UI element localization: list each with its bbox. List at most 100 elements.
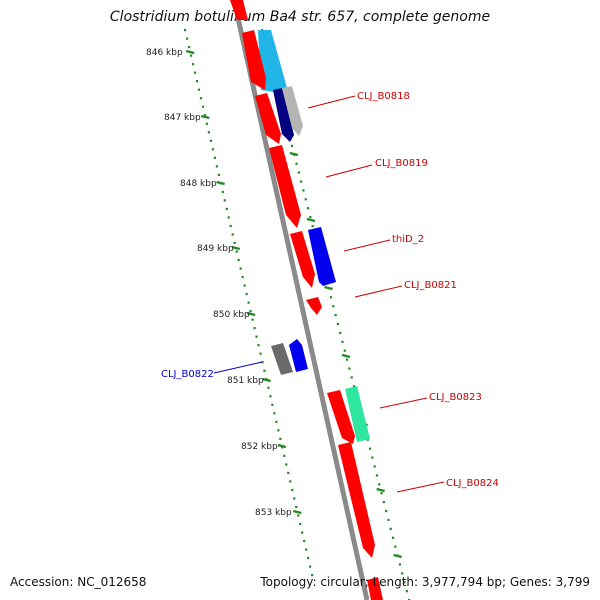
ruler-dot	[229, 224, 232, 228]
ruler-dot	[297, 171, 300, 174]
feature-navy[interactable]	[273, 88, 294, 142]
kbp-ruler: 846 kbp 847 kbp 848 kbp 849 kbp 850 kbp …	[146, 48, 292, 518]
ruler-dot	[309, 565, 312, 568]
genome-summary-text: Topology: circular; Length: 3,977,794 bp…	[260, 575, 590, 589]
ruler-dot	[227, 216, 230, 219]
cds-feature[interactable]	[338, 442, 375, 558]
ruler-dot	[382, 501, 385, 504]
gene-label-clj-b0823[interactable]: CLJ_B0823	[429, 392, 482, 403]
genome-backbone	[231, 0, 370, 600]
ruler-dot	[223, 199, 226, 202]
ruler-dot	[275, 420, 278, 423]
ruler-dot	[221, 190, 224, 193]
ruler-dot	[297, 514, 300, 517]
ruler-dot	[375, 474, 379, 477]
gene-label-thid-2[interactable]: thiD_2	[392, 234, 424, 245]
ruler-dot	[215, 165, 218, 168]
ruler-dot	[389, 527, 392, 530]
map-title: Clostridium botulinum Ba4 str. 657, comp…	[109, 9, 491, 25]
ruler-dot	[307, 556, 310, 560]
feature-blue-reverse[interactable]	[289, 339, 308, 372]
ruler-dot	[184, 29, 187, 32]
ruler-dot	[291, 488, 294, 492]
ruler-dot	[241, 275, 244, 279]
ruler-major-tick	[341, 353, 351, 359]
ruler-dot	[334, 314, 337, 317]
ruler-major-tick	[185, 49, 195, 55]
gene-label-clj-b0819[interactable]: CLJ_B0819	[375, 158, 428, 169]
cds-feature[interactable]	[230, 0, 248, 20]
ruler-dot	[394, 545, 397, 548]
ruler-dot	[287, 471, 290, 475]
feature-mint[interactable]	[345, 386, 370, 442]
cds-feature[interactable]	[327, 390, 355, 444]
ruler-dot	[385, 509, 388, 513]
ruler-dot	[345, 358, 349, 361]
ruler-dot	[405, 590, 408, 593]
ruler-dot	[249, 310, 252, 313]
gene-label-clj-b0821[interactable]: CLJ_B0821	[404, 280, 457, 291]
leader-line	[213, 361, 263, 374]
ruler-major-tick	[376, 487, 385, 493]
cds-feature[interactable]	[306, 297, 322, 315]
ruler-major-tick	[324, 285, 333, 291]
gene-label-clj-b0824[interactable]: CLJ_B0824	[446, 478, 499, 489]
ruler-dot	[373, 465, 376, 468]
kbp-label: 847 kbp	[164, 113, 201, 123]
cds-feature[interactable]	[255, 93, 281, 144]
kbp-label: 851 kbp	[227, 376, 264, 386]
feature-dark-gray[interactable]	[271, 343, 293, 375]
gene-label-clj-b0822[interactable]: CLJ_B0822	[161, 369, 214, 380]
ruler-dot	[403, 581, 406, 584]
ruler-dot	[311, 574, 314, 577]
ruler-dot	[401, 572, 404, 575]
ruler-dot	[279, 437, 282, 440]
ruler-dot	[273, 412, 276, 415]
ruler-dot	[371, 456, 374, 459]
ruler-dot	[293, 497, 296, 500]
ruler-dot	[233, 241, 236, 245]
ruler-dot	[332, 305, 335, 308]
ruler-dot	[195, 80, 199, 83]
ruler-dot	[309, 216, 312, 219]
ruler-dot	[281, 446, 284, 449]
ruler-dot	[205, 122, 209, 125]
ruler-dot	[289, 480, 292, 483]
ruler-dot	[343, 349, 346, 352]
ruler-major-tick	[246, 311, 256, 317]
feature-blue[interactable]	[308, 227, 336, 286]
kbp-label: 848 kbp	[180, 179, 217, 189]
gene-label-clj-b0818[interactable]: CLJ_B0818	[357, 91, 410, 102]
ruler-dot	[239, 267, 242, 270]
feature-gray[interactable]	[282, 86, 303, 136]
ruler-major-tick	[306, 217, 316, 223]
ruler-dot	[290, 144, 294, 147]
ruler-dot	[203, 114, 207, 117]
leader-line	[354, 285, 403, 298]
ruler-dot	[263, 369, 266, 372]
ruler-dot	[380, 492, 383, 495]
cds-feature[interactable]	[242, 30, 266, 90]
ruler-dot	[348, 367, 351, 370]
cds-feature[interactable]	[269, 145, 301, 228]
ruler-dot	[187, 46, 191, 49]
ruler-dot	[398, 563, 402, 566]
ruler-dot	[285, 463, 288, 466]
cds-feature[interactable]	[367, 577, 383, 600]
cds-feature[interactable]	[290, 231, 315, 288]
ruler-dot	[366, 438, 369, 441]
ruler-dot	[191, 63, 195, 66]
ruler-dot	[209, 139, 212, 142]
ruler-dot	[199, 97, 203, 100]
kbp-label: 853 kbp	[255, 508, 292, 518]
ruler-dot	[368, 447, 372, 450]
ruler-dot	[201, 105, 205, 108]
ruler-dot	[304, 198, 307, 201]
ruler-dot	[271, 403, 274, 406]
ruler-dot	[295, 505, 298, 509]
ruler-dot	[185, 37, 189, 40]
ruler-dot	[391, 536, 395, 539]
ruler-dot	[237, 258, 240, 262]
